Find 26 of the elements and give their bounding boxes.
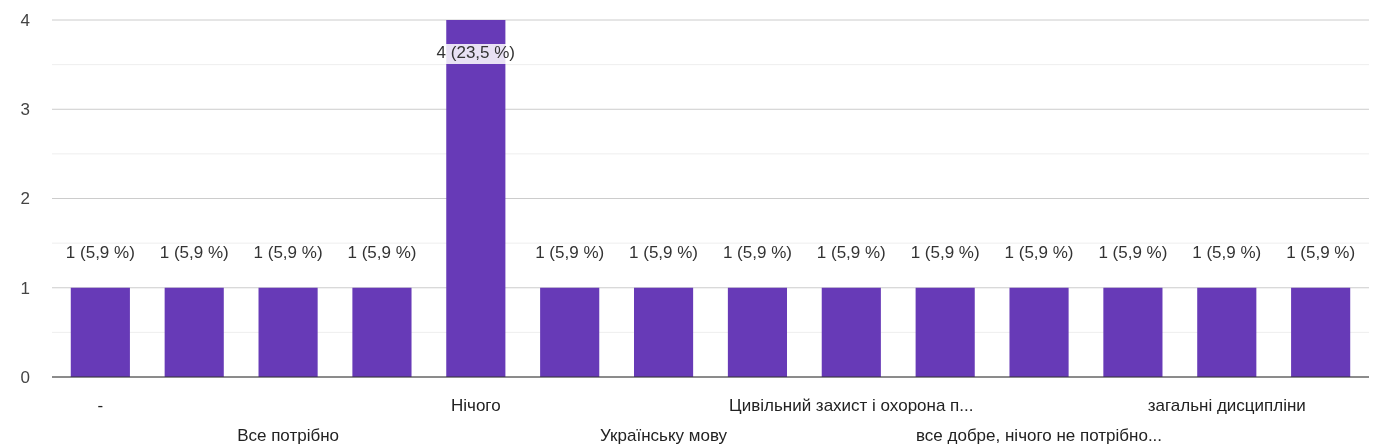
- x-tick-label: все добре, нічого не потрібно...: [916, 426, 1163, 445]
- data-label: 1 (5,9 %): [629, 242, 699, 262]
- data-label: 1 (5,9 %): [65, 242, 135, 262]
- data-label: 1 (5,9 %): [910, 242, 980, 262]
- x-tick-label: -: [97, 396, 104, 415]
- data-label: 1 (5,9 %): [347, 242, 417, 262]
- y-tick-label: 2: [20, 189, 30, 209]
- y-tick-label: 4: [20, 10, 30, 30]
- data-label: 4 (23,5 %): [436, 43, 516, 62]
- x-tick-label: Все потрібно: [237, 426, 340, 445]
- y-tick-label: 1: [20, 278, 30, 298]
- y-tick-label: 0: [20, 367, 30, 387]
- data-label: 1 (5,9 %): [722, 242, 792, 262]
- data-label: 1 (5,9 %): [1192, 242, 1262, 262]
- data-label: 1 (5,9 %): [1004, 242, 1074, 262]
- data-label: 1 (5,9 %): [1286, 242, 1356, 262]
- data-label: 1 (5,9 %): [535, 242, 605, 262]
- data-label: 1 (5,9 %): [816, 242, 886, 262]
- x-tick-label: Цивільний захист і охорона п...: [729, 396, 974, 415]
- y-tick-label: 3: [20, 100, 30, 120]
- x-tick-label: загальні дисципліни: [1147, 396, 1306, 415]
- x-tick-label: Нічого: [451, 396, 501, 415]
- data-label: 1 (5,9 %): [253, 242, 323, 262]
- x-tick-label: Українську мову: [600, 426, 728, 445]
- data-label: 1 (5,9 %): [159, 242, 229, 262]
- data-label: 1 (5,9 %): [1098, 242, 1168, 262]
